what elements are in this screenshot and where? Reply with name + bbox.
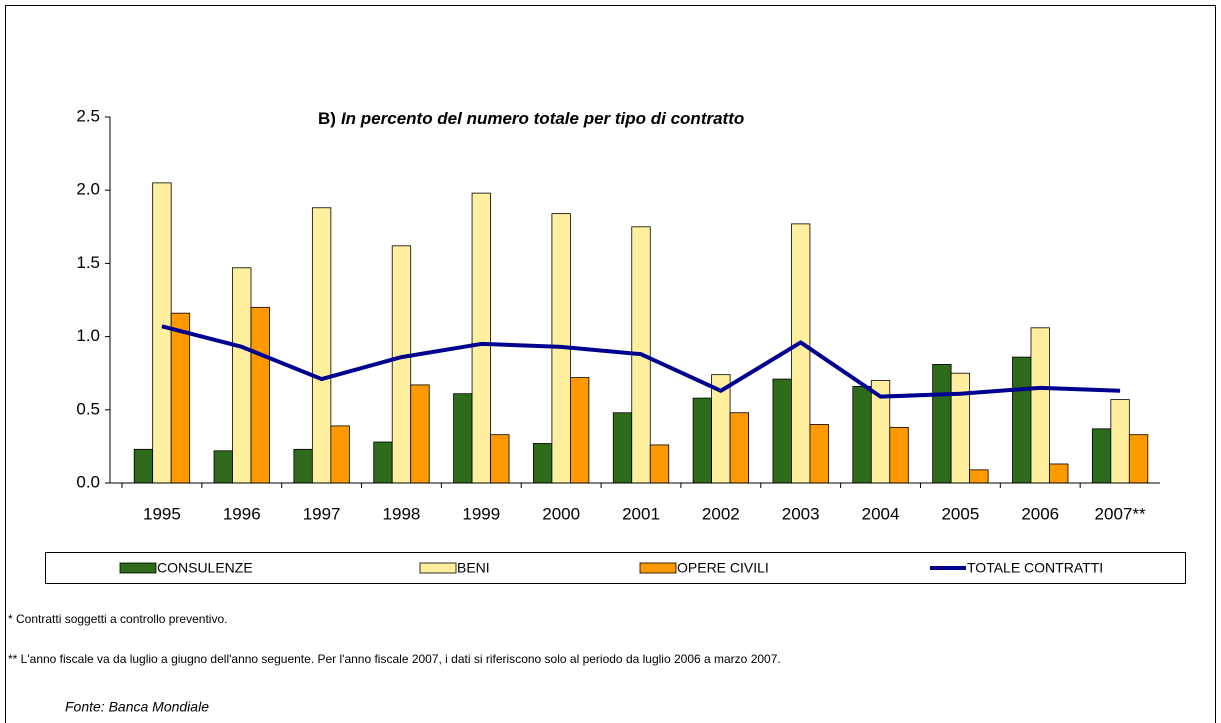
bar [133,448,154,484]
bar [791,223,811,484]
x-tick-label: 2003 [782,504,820,523]
legend-label: BENI [457,560,490,576]
bar [729,412,749,484]
bar [152,182,172,484]
bar [772,378,792,484]
bar [932,364,952,484]
bar [232,267,252,484]
bar [533,443,553,484]
bar [852,385,872,484]
x-tick-label: 2004 [862,504,900,523]
legend-swatch [119,562,157,574]
x-tick-label: 1997 [303,504,341,523]
legend-label: TOTALE CONTRATTI [967,560,1103,576]
line [161,324,1121,399]
x-tick-label: 1999 [462,504,500,523]
legend-swatch [639,562,677,574]
footnote: ** L'anno fiscale va da luglio a giugno … [8,652,781,666]
x-tick-label: 2000 [542,504,580,523]
y-tick-label: 0.0 [76,472,100,491]
bar [612,412,633,484]
x-tick-label: 2002 [702,504,740,523]
bar [330,425,350,484]
bar [311,207,332,484]
y-tick-label: 1.0 [76,326,100,345]
chart-title: B) In percento del numero totale per tipo… [318,109,744,128]
y-tick-label: 0.5 [76,399,100,418]
x-tick-label: 2001 [622,504,660,523]
bar [649,444,670,484]
bar [391,245,412,484]
x-tick-label: 1996 [223,504,261,523]
bar [1128,434,1149,484]
bar [692,397,712,484]
bar [250,306,270,484]
bar [969,469,989,484]
legend-box [45,552,1186,584]
y-tick-label: 2.0 [76,180,100,199]
bar [1030,327,1050,484]
legend-label: CONSULENZE [157,560,253,576]
y-tick-label: 2.5 [76,106,100,125]
bar [1012,356,1032,484]
frame [5,5,1216,723]
y-tick-label: 1.5 [76,253,100,272]
bar [889,426,909,484]
bar [213,450,233,484]
x-tick-label: 2007** [1095,504,1146,523]
x-tick-label: 1995 [143,504,181,523]
bar [1110,399,1130,484]
bar [410,384,430,484]
x-tick-label: 1998 [383,504,421,523]
legend-swatch [419,562,457,574]
bar [1049,463,1069,484]
bar [373,441,393,484]
bar [570,377,590,484]
x-tick-label: 2005 [941,504,979,523]
x-tick-label: 2006 [1021,504,1059,523]
bar [453,393,473,484]
footnote: * Contratti soggetti a controllo prevent… [8,612,227,626]
bar [471,192,491,484]
source: Fonte: Banca Mondiale [65,699,209,715]
bar [170,312,191,484]
bar [1091,428,1112,484]
legend-label: OPERE CIVILI [677,560,769,576]
bar [950,372,971,484]
bar [809,424,829,484]
bar [293,448,313,484]
bar [490,434,510,484]
